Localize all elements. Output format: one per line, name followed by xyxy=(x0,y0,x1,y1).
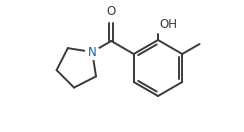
Text: OH: OH xyxy=(159,18,177,32)
Text: O: O xyxy=(107,5,116,18)
Text: N: N xyxy=(88,46,97,58)
